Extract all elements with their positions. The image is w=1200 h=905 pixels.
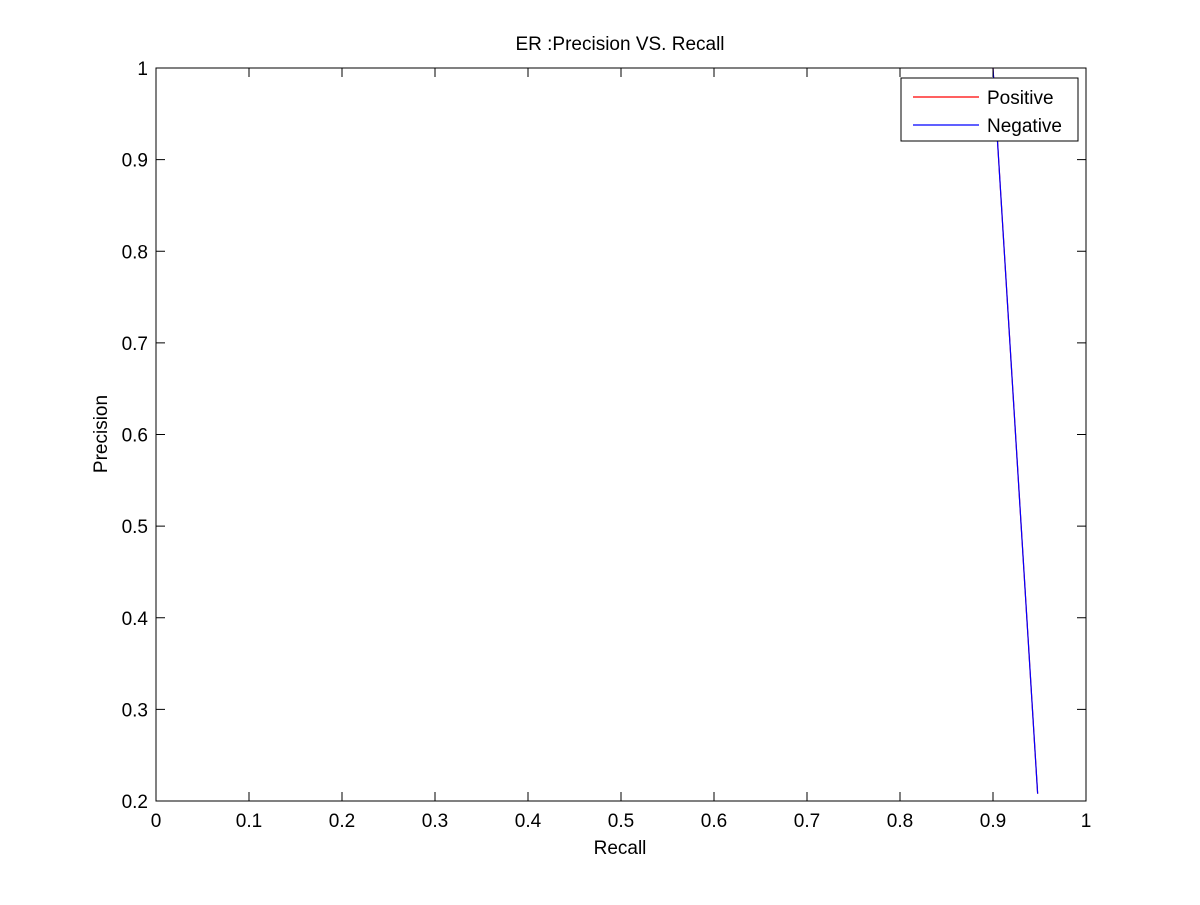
y-tick-label: 1: [137, 59, 148, 80]
y-tick-label: 0.3: [122, 700, 148, 721]
y-tick-label: 0.8: [122, 242, 148, 263]
x-tick-label: 0.6: [701, 811, 727, 832]
chart-title: ER :Precision VS. Recall: [515, 34, 724, 55]
x-tick-label: 0.1: [236, 811, 262, 832]
legend-box: [900, 77, 1079, 142]
x-tick-label: 0.3: [422, 811, 448, 832]
y-axis-ticks: 0.2 0.3 0.4 0.5 0.6 0.7 0.8 0.9 1: [122, 59, 1086, 813]
x-tick-label: 0: [151, 811, 162, 832]
y-tick-label: 0.5: [122, 517, 148, 538]
y-tick-label: 0.7: [122, 334, 148, 355]
x-tick-label: 0.2: [329, 811, 355, 832]
series-line-negative: [992, 67, 1039, 794]
x-axis-ticks: 0 0.1 0.2 0.3 0.4 0.5 0.6 0.7 0.8 0.9 1: [151, 68, 1092, 832]
y-tick-label: 0.4: [122, 609, 149, 630]
axes: [155, 67, 1087, 802]
y-tick-label: 0.6: [122, 426, 148, 447]
legend-label-negative: Negative: [987, 116, 1062, 137]
x-axis-label: Recall: [594, 838, 647, 859]
x-tick-label: 0.8: [887, 811, 913, 832]
plot-area-box: [155, 67, 1087, 802]
series-lines: [992, 67, 1039, 794]
x-tick-label: 0.4: [515, 811, 542, 832]
x-tick-label: 0.7: [794, 811, 820, 832]
y-axis-label: Precision: [91, 395, 112, 473]
y-tick-label: 0.9: [122, 151, 148, 172]
x-tick-label: 0.5: [608, 811, 634, 832]
legend: Positive Negative: [900, 77, 1079, 142]
y-tick-label: 0.2: [122, 792, 148, 813]
x-tick-label: 1: [1081, 811, 1092, 832]
x-tick-label: 0.9: [980, 811, 1006, 832]
legend-label-positive: Positive: [987, 88, 1054, 109]
